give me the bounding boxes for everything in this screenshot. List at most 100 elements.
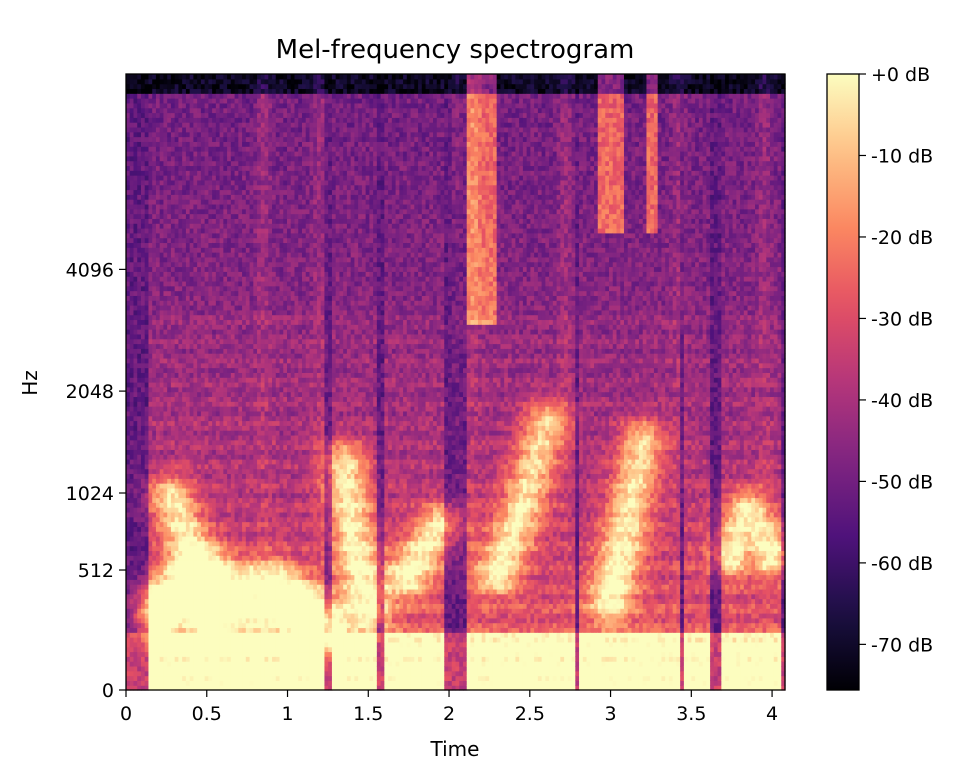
spectrogram-cell xyxy=(182,252,187,258)
spectrogram-cell xyxy=(193,584,198,590)
spectrogram-cell xyxy=(159,88,165,94)
spectrogram-cell xyxy=(227,203,232,210)
spectrogram-cell xyxy=(234,136,239,142)
spectrogram-cell xyxy=(200,430,206,436)
spectrogram-cell xyxy=(140,78,146,85)
spectrogram-cell xyxy=(208,213,213,219)
spectrogram-cell xyxy=(197,646,202,653)
spectrogram-cell xyxy=(170,449,176,455)
spectrogram-cell xyxy=(163,309,168,316)
spectrogram-cell xyxy=(148,516,153,523)
spectrogram-cell xyxy=(227,507,232,513)
spectrogram-cell xyxy=(223,511,228,518)
spectrogram-cell xyxy=(212,425,217,431)
spectrogram-cell xyxy=(152,584,157,590)
spectrogram-cell xyxy=(227,401,232,407)
spectrogram-cell xyxy=(170,333,176,340)
spectrogram-cell xyxy=(212,83,217,90)
spectrogram-cell xyxy=(268,502,273,508)
spectrogram-cell xyxy=(253,78,258,85)
spectrogram-cell xyxy=(148,391,153,398)
spectrogram-cell xyxy=(126,122,131,128)
spectrogram-cell xyxy=(268,266,273,272)
spectrogram-cell xyxy=(129,126,135,133)
spectrogram-cell xyxy=(152,545,157,552)
spectrogram-cell xyxy=(215,492,221,499)
spectrogram-cell xyxy=(137,295,142,301)
spectrogram-cell xyxy=(249,598,254,604)
spectrogram-cell xyxy=(152,372,157,378)
spectrogram-cell xyxy=(129,112,135,118)
spectrogram-cell xyxy=(253,377,258,383)
spectrogram-cell xyxy=(230,208,236,215)
spectrogram-cell xyxy=(185,622,191,629)
spectrogram-cell xyxy=(264,309,269,316)
spectrogram-cell xyxy=(245,665,251,672)
spectrogram-cell xyxy=(264,141,269,147)
spectrogram-cell xyxy=(268,333,273,340)
spectrogram-cell xyxy=(215,160,221,167)
spectrogram-cell xyxy=(167,617,172,624)
spectrogram-cell xyxy=(204,483,209,489)
spectrogram-cell xyxy=(170,203,176,210)
spectrogram-cell xyxy=(159,670,165,677)
spectrogram-cell xyxy=(234,338,239,345)
spectrogram-cell xyxy=(197,242,202,248)
spectrogram-cell xyxy=(152,622,157,629)
spectrogram-cell xyxy=(268,141,273,147)
spectrogram-cell xyxy=(152,641,157,648)
spectrogram-cell xyxy=(178,353,183,359)
spectrogram-cell xyxy=(159,386,165,393)
spectrogram-cell xyxy=(242,367,247,373)
spectrogram-cell xyxy=(215,579,221,585)
spectrogram-cell xyxy=(249,415,254,422)
spectrogram-cell xyxy=(208,382,213,388)
spectrogram-cell xyxy=(193,439,198,446)
spectrogram-cell xyxy=(215,550,221,556)
spectrogram-cell xyxy=(234,223,239,229)
spectrogram-cell xyxy=(170,656,176,662)
spectrogram-cell xyxy=(152,415,157,422)
spectrogram-cell xyxy=(204,516,209,523)
spectrogram-cell xyxy=(133,252,138,258)
spectrogram-cell xyxy=(264,560,269,566)
spectrogram-cell xyxy=(234,487,239,494)
spectrogram-cell xyxy=(200,179,206,186)
spectrogram-cell xyxy=(200,459,206,465)
spectrogram-cell xyxy=(212,98,217,104)
spectrogram-cell xyxy=(264,444,269,450)
spectrogram-cell xyxy=(227,122,232,128)
spectrogram-cell xyxy=(126,478,131,484)
spectrogram-cell xyxy=(253,175,258,181)
spectrogram-cell xyxy=(133,377,138,383)
spectrogram-cell xyxy=(178,175,183,181)
spectrogram-cell xyxy=(242,184,247,191)
spectrogram-cell xyxy=(163,516,168,523)
spectrogram-cell xyxy=(155,194,161,200)
spectrogram-cell xyxy=(230,189,236,195)
spectrogram-cell xyxy=(245,348,251,354)
spectrogram-cell xyxy=(163,83,168,90)
spectrogram-cell xyxy=(174,285,180,292)
spectrogram-cell xyxy=(227,300,232,306)
spectrogram-cell xyxy=(264,603,269,609)
spectrogram-cell xyxy=(227,242,232,248)
spectrogram-cell xyxy=(178,184,183,191)
spectrogram-cell xyxy=(170,372,176,378)
spectrogram-cell xyxy=(189,112,194,118)
spectrogram-cell xyxy=(215,410,221,417)
spectrogram-cell xyxy=(185,314,191,321)
spectrogram-cell xyxy=(208,608,213,614)
spectrogram-cell xyxy=(200,531,206,537)
spectrogram-cell xyxy=(174,367,180,373)
spectrogram-cell xyxy=(238,396,243,402)
spectrogram-cell xyxy=(264,290,269,296)
spectrogram-cell xyxy=(257,473,262,479)
spectrogram-cell xyxy=(208,473,213,479)
spectrogram-cell xyxy=(212,237,217,244)
spectrogram-cell xyxy=(260,526,266,532)
spectrogram-cell xyxy=(129,502,135,508)
spectrogram-cell xyxy=(126,280,131,287)
spectrogram-cell xyxy=(129,410,135,417)
spectrogram-cell xyxy=(163,483,168,489)
